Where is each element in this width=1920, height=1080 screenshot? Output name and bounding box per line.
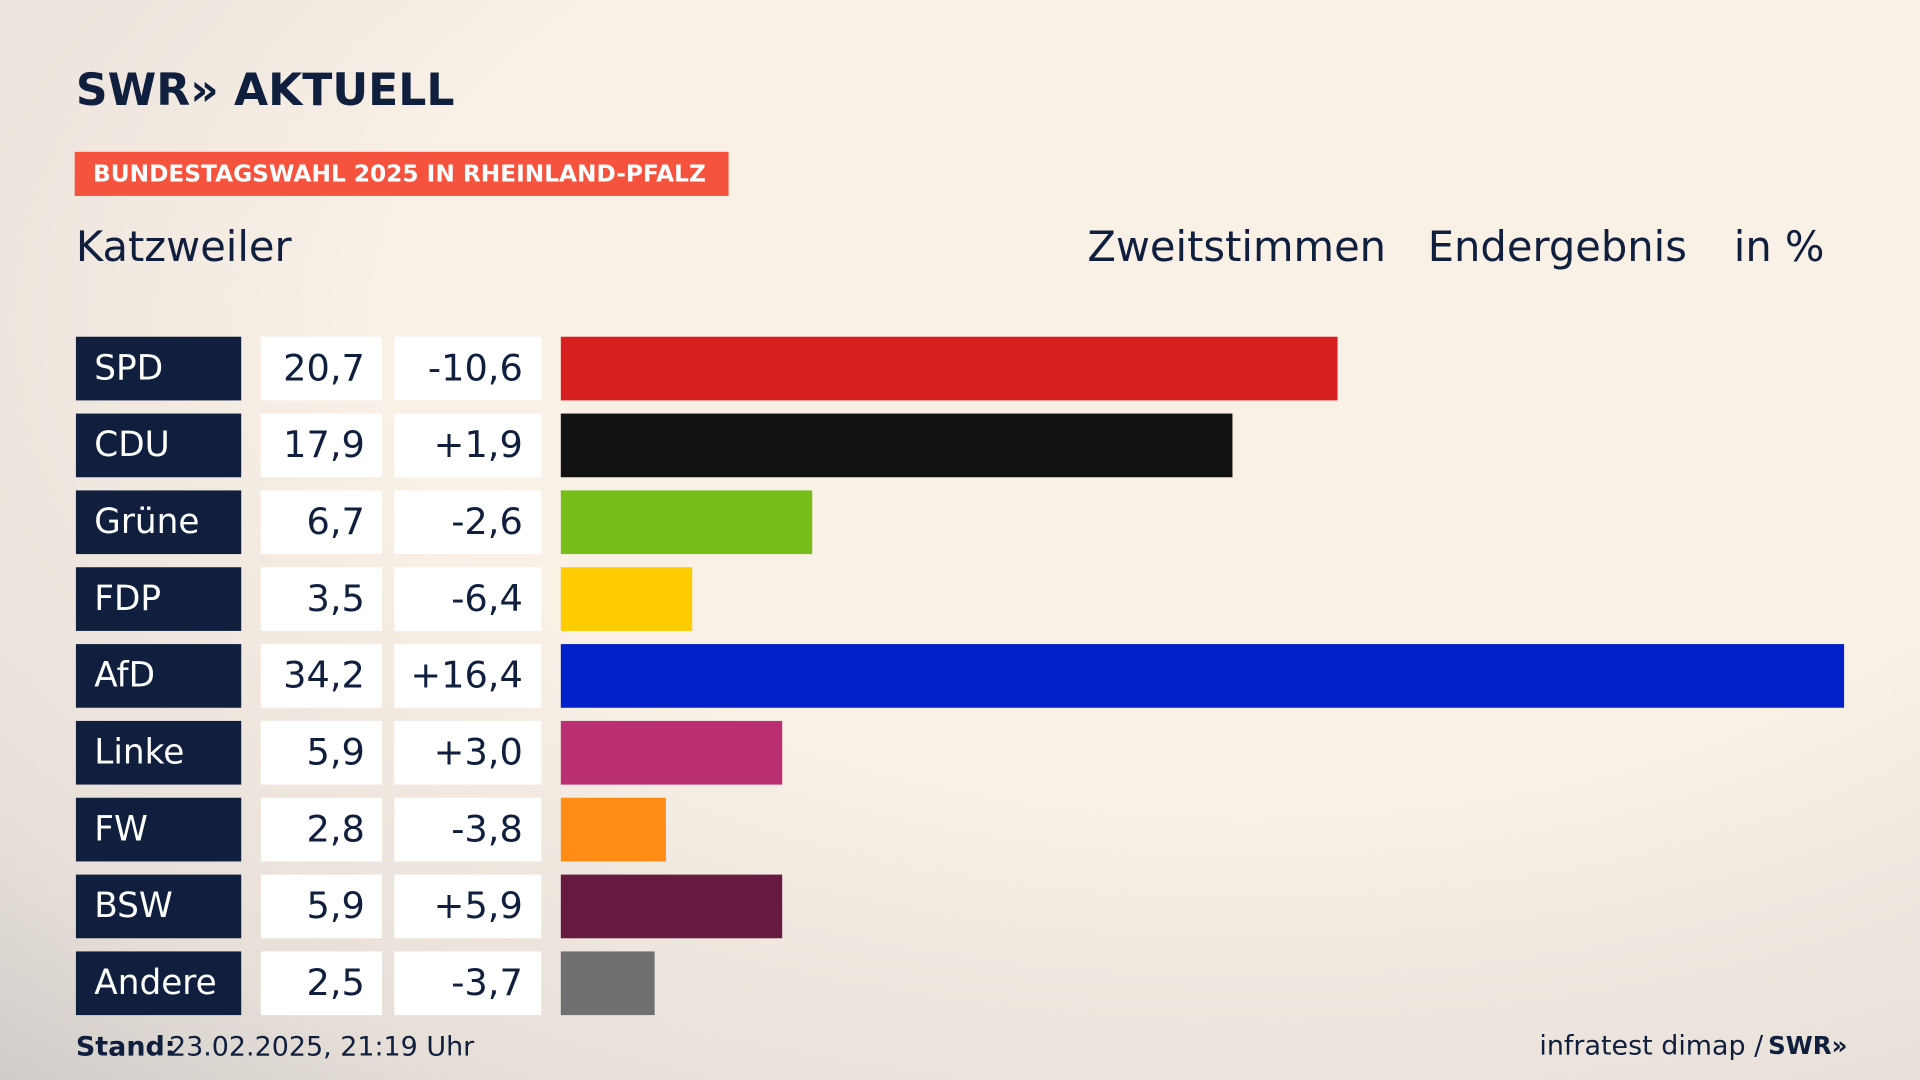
value-label: 3,5 xyxy=(306,577,364,620)
change-label: -2,6 xyxy=(451,500,523,543)
party-label: FW xyxy=(94,809,148,849)
tag: BUNDESTAGSWAHL 2025 IN RHEINLAND-PFALZ xyxy=(93,161,706,188)
value-label: 20,7 xyxy=(283,346,365,389)
change-label: -3,8 xyxy=(451,807,523,850)
change-label: +1,9 xyxy=(434,423,523,466)
change-label: +5,9 xyxy=(434,884,523,927)
bar xyxy=(560,567,693,631)
value-label: 17,9 xyxy=(283,423,365,466)
column-header: in % xyxy=(1734,222,1825,271)
party-box xyxy=(75,951,242,1016)
party-label: Grüne xyxy=(94,502,199,542)
bar xyxy=(560,797,666,862)
change-box xyxy=(394,336,542,401)
party-box xyxy=(75,413,242,478)
chart-title: Katzweiler xyxy=(76,222,293,271)
value-label: 6,7 xyxy=(306,500,364,543)
value-box xyxy=(260,797,383,862)
change-label: +16,4 xyxy=(410,654,523,697)
value-label: 34,2 xyxy=(283,654,365,697)
party-label: AfD xyxy=(94,656,155,696)
value-label: 2,8 xyxy=(306,807,364,850)
value-label: 5,9 xyxy=(306,730,364,773)
change-box xyxy=(394,644,542,708)
bar xyxy=(560,336,1338,401)
value-label: 2,5 xyxy=(306,961,364,1004)
party-label: SPD xyxy=(94,348,163,388)
party-label: CDU xyxy=(94,425,169,465)
bar xyxy=(560,874,783,939)
party-box xyxy=(75,874,242,939)
party-box xyxy=(75,644,242,708)
party-box xyxy=(75,797,242,862)
value-box xyxy=(260,644,383,708)
change-label: -10,6 xyxy=(428,346,523,389)
value-box xyxy=(260,490,383,555)
change-box xyxy=(394,874,542,939)
change-box xyxy=(394,797,542,862)
change-box xyxy=(394,720,542,785)
change-label: +3,0 xyxy=(434,730,523,773)
column-header: Zweitstimmen xyxy=(1087,222,1386,271)
bar xyxy=(560,951,655,1016)
stand-label: Stand: xyxy=(76,1032,176,1063)
value-box xyxy=(260,720,383,785)
value-label: 5,9 xyxy=(306,884,364,927)
bar xyxy=(560,644,1845,708)
stand-value: 23.02.2025, 21:19 Uhr xyxy=(169,1032,475,1063)
brand-logo: SWR» AKTUELL xyxy=(76,65,455,116)
party-label: Andere xyxy=(94,963,216,1003)
value-box xyxy=(260,567,383,631)
party-label: BSW xyxy=(94,886,173,926)
change-box xyxy=(394,413,542,478)
bar xyxy=(560,490,813,555)
column-header: Endergebnis xyxy=(1428,222,1687,271)
source: infratest dimap / xyxy=(1539,1030,1764,1061)
bar xyxy=(560,413,1233,478)
change-box xyxy=(394,951,542,1016)
party-label: FDP xyxy=(94,579,161,619)
party-label: Linke xyxy=(94,732,184,772)
value-box xyxy=(260,413,383,478)
value-box xyxy=(260,874,383,939)
change-box xyxy=(394,490,542,555)
value-box xyxy=(260,951,383,1016)
value-box xyxy=(260,336,383,401)
change-box xyxy=(394,567,542,631)
tag-box xyxy=(74,151,729,196)
party-box xyxy=(75,720,242,785)
bar xyxy=(560,720,783,785)
source-brand: SWR» xyxy=(1768,1031,1847,1060)
party-box xyxy=(75,336,242,401)
party-box xyxy=(75,490,242,555)
change-label: -6,4 xyxy=(451,577,523,620)
party-box xyxy=(75,567,242,631)
change-label: -3,7 xyxy=(451,961,523,1004)
